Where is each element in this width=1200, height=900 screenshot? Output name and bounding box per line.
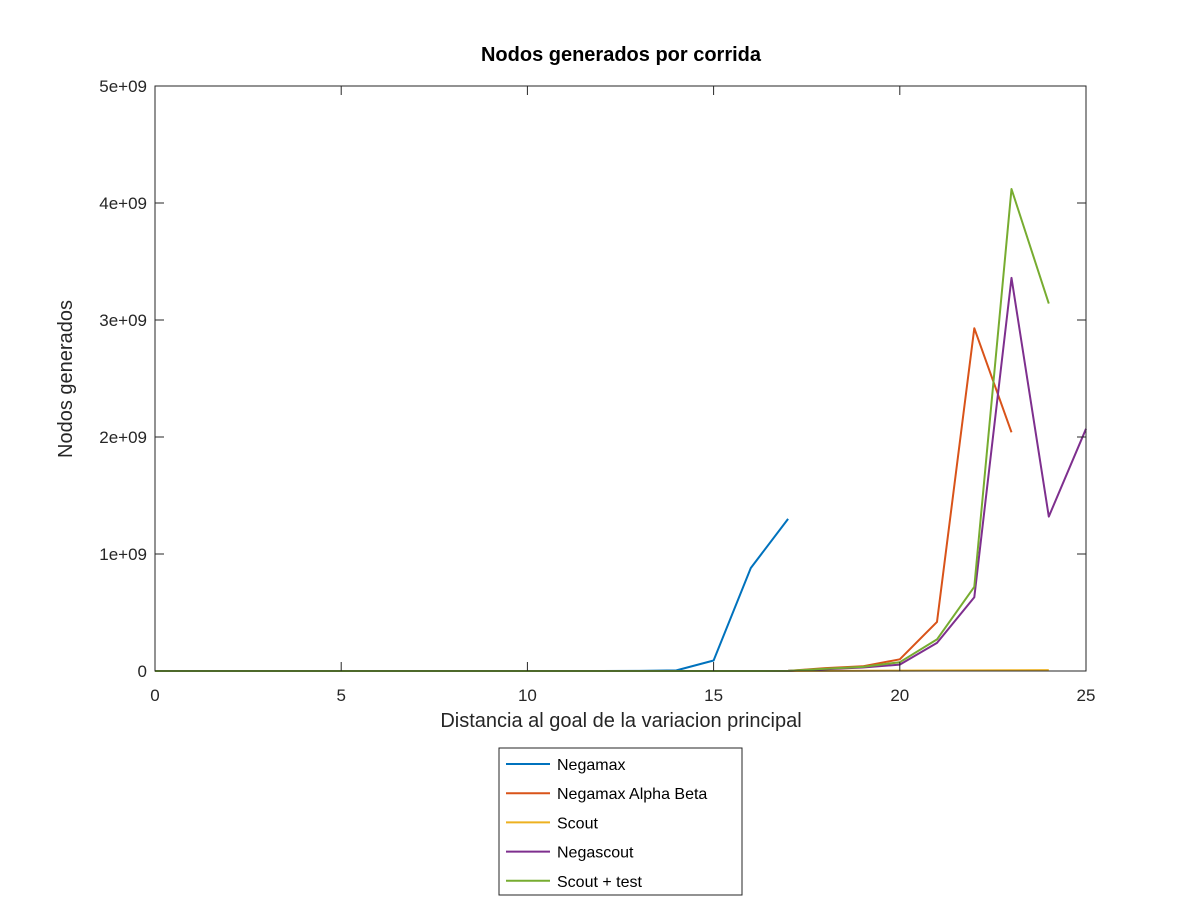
x-tick-label: 20 [890,686,909,705]
y-axis: 0 1e+09 2e+09 3e+09 4e+09 5e+09 [99,77,1086,681]
x-tick-label: 10 [518,686,537,705]
y-tick-label: 1e+09 [99,545,147,564]
plot-area [155,86,1086,671]
axes-box [154,85,1087,672]
legend-label-negamax-alpha-beta: Negamax Alpha Beta [557,786,707,803]
y-tick-label: 0 [138,662,147,681]
legend: Negamax Negamax Alpha Beta Scout Negascout S… [498,747,743,896]
y-tick-label: 5e+09 [99,77,147,96]
legend-label-negascout: Negascout [557,845,634,862]
x-tick-label: 15 [704,686,723,705]
x-axis-label: Distancia al goal de la variacion princi… [440,710,801,732]
y-tick-label: 4e+09 [99,194,147,213]
legend-label-scout: Scout [557,815,598,832]
y-tick-label: 3e+09 [99,311,147,330]
chart-title: Nodos generados por corrida [481,44,762,66]
x-tick-label: 0 [150,686,159,705]
y-tick-label: 2e+09 [99,428,147,447]
y-axis-label: Nodos generados [55,300,77,458]
x-axis: 0 5 10 15 20 25 [150,86,1095,705]
x-tick-label: 5 [336,686,345,705]
legend-label-negamax: Negamax [557,757,625,774]
legend-label-scout-test: Scout + test [557,874,642,891]
x-tick-label: 25 [1077,686,1096,705]
